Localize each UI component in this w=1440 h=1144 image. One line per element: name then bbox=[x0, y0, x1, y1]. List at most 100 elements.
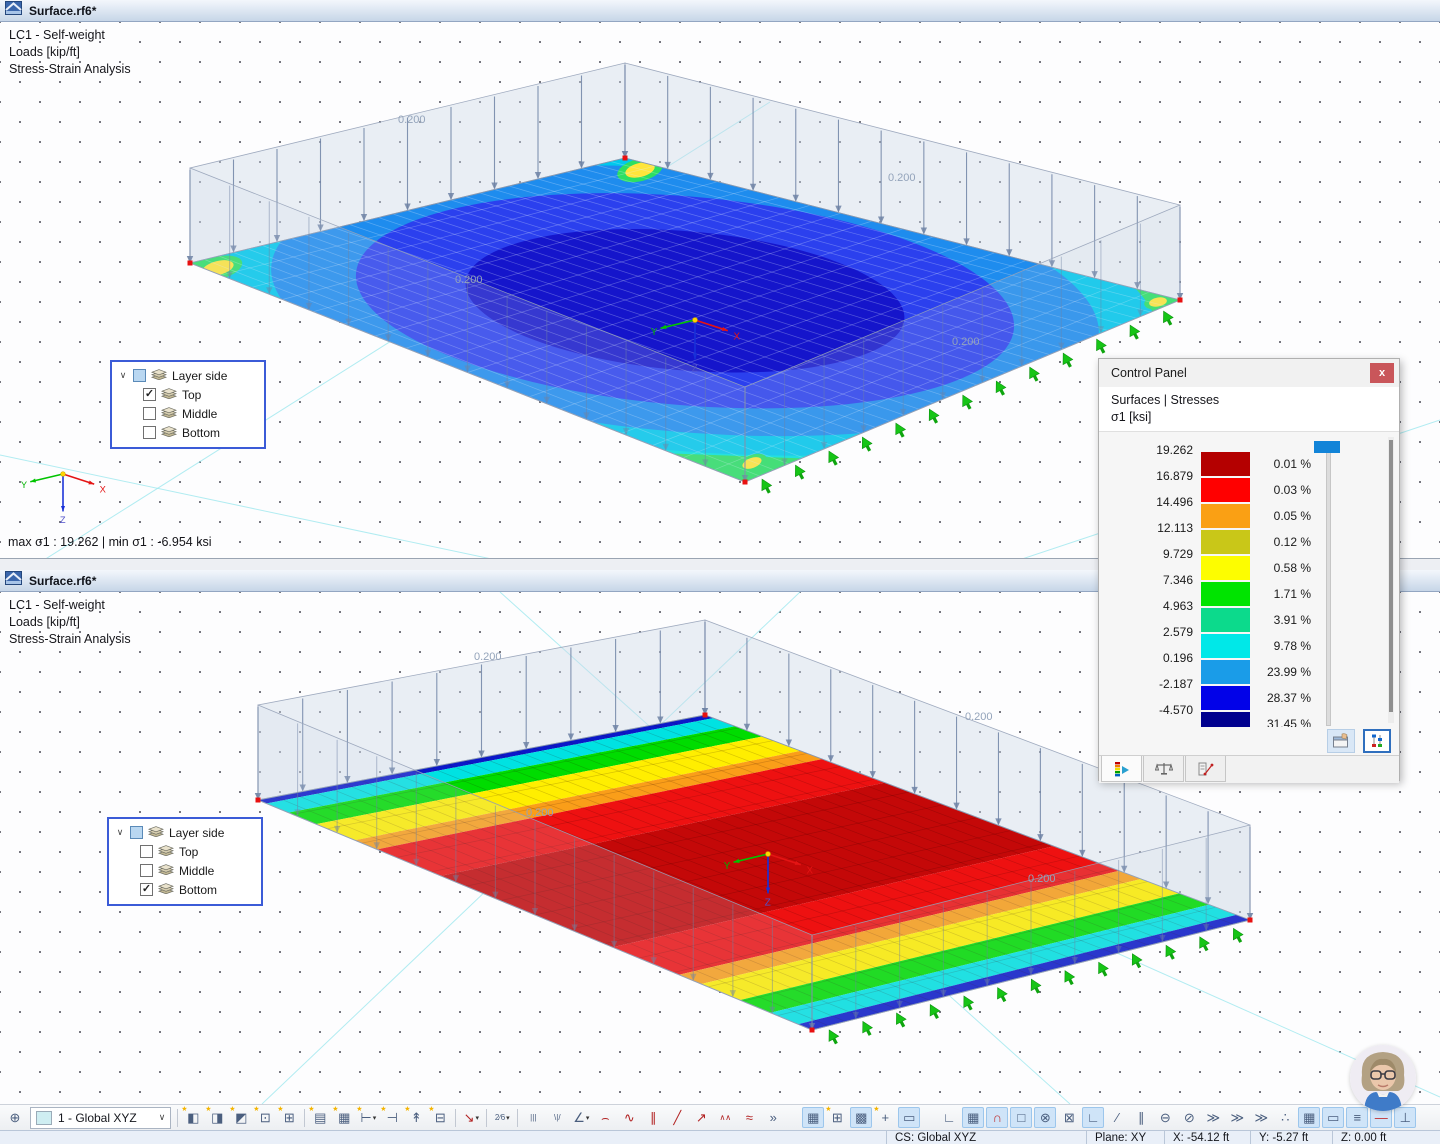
statusbar-resize-grip[interactable] bbox=[1424, 1131, 1440, 1144]
legend-color-swatch[interactable] bbox=[1201, 530, 1250, 554]
snap-line-icon[interactable]: ∕ bbox=[1106, 1107, 1128, 1128]
snap-angle-icon[interactable]: ≫ bbox=[1226, 1107, 1248, 1128]
result-line-toggle[interactable]: — bbox=[1370, 1107, 1393, 1128]
parallel-line-tool-icon[interactable]: ∥ bbox=[642, 1107, 664, 1128]
grid-visibility-toggle[interactable]: ▦ bbox=[802, 1107, 825, 1128]
layers-icon bbox=[150, 368, 168, 383]
value-ranges-button[interactable] bbox=[1363, 729, 1391, 753]
coordinate-system-select[interactable]: 1 - Global XYZ ∨ bbox=[30, 1106, 172, 1129]
dimension-tool-icon[interactable]: ⊢ ▾ bbox=[356, 1105, 379, 1128]
guide-object-remove-icon[interactable]: ▦ bbox=[332, 1105, 355, 1128]
legend-color-swatch[interactable] bbox=[1201, 608, 1250, 632]
measure-tool-icon[interactable]: ↘ ▾ bbox=[460, 1107, 482, 1128]
vertical-lines-tool-icon[interactable]: ||| bbox=[522, 1107, 544, 1128]
legend-color-swatch[interactable] bbox=[1201, 634, 1250, 658]
tab-results-on-objects[interactable] bbox=[1185, 756, 1226, 782]
panel-settings-button[interactable] bbox=[1327, 729, 1355, 753]
layer-group-checkbox[interactable] bbox=[130, 826, 143, 839]
tab-color-scale[interactable] bbox=[1101, 756, 1142, 782]
ortho-snap-toggle[interactable]: ∟ bbox=[1082, 1107, 1105, 1128]
layer-checkbox-bottom[interactable] bbox=[143, 426, 156, 439]
viewport-bottom-canvas[interactable]: 0.200 0.200 0.200 0.200 Y X Z bbox=[0, 592, 1440, 1104]
snap-intersection-icon[interactable]: ⊠ bbox=[1058, 1107, 1080, 1128]
legend-scrollbar[interactable] bbox=[1388, 437, 1394, 723]
layer-group-checkbox[interactable] bbox=[133, 369, 146, 382]
status-bar: CS: Global XYZ Plane: XY X: -54.12 ft Y:… bbox=[0, 1130, 1440, 1144]
toolbar-overflow-button[interactable]: » bbox=[762, 1107, 784, 1128]
workplane-xz-icon[interactable]: ◨ bbox=[205, 1105, 228, 1128]
clipping-box-icon[interactable]: ⊟ bbox=[428, 1105, 451, 1128]
viewport-top-canvas[interactable]: 0.200 0.200 0.200 0.200 Y X Z Y X Z bbox=[0, 22, 1440, 558]
display-grid-toggle[interactable]: ▦ bbox=[1298, 1107, 1321, 1128]
workplane-yz-icon[interactable]: ◩ bbox=[229, 1105, 252, 1128]
legend-color-swatch[interactable] bbox=[1201, 712, 1250, 728]
layer-checkbox-middle[interactable] bbox=[143, 407, 156, 420]
move-workplane-icon[interactable]: ⊡ bbox=[253, 1105, 276, 1128]
numbering-icon[interactable]: 2⁄6 ▾ bbox=[491, 1107, 513, 1128]
close-icon[interactable]: x bbox=[1370, 363, 1394, 383]
viewport-splitter[interactable] bbox=[0, 558, 1440, 570]
snap-intersect2-icon[interactable]: ≫ bbox=[1250, 1107, 1272, 1128]
spline-tool-icon[interactable]: ∿ bbox=[618, 1107, 640, 1128]
legend-color-swatch[interactable] bbox=[1201, 582, 1250, 606]
selection-mode-toggle[interactable]: ▭ bbox=[1322, 1107, 1345, 1128]
polyline-tool-icon[interactable]: ∧∧ bbox=[714, 1107, 736, 1128]
extend-line-tool-icon[interactable]: ↗ bbox=[690, 1107, 712, 1128]
workplane-xy-icon[interactable]: ◧ bbox=[181, 1105, 204, 1128]
line-tool-icon[interactable]: ╱ bbox=[666, 1107, 688, 1128]
viewport-top-titlebar[interactable]: Surface.rf6* bbox=[0, 0, 1440, 22]
legend-value: 16.879 bbox=[1156, 469, 1193, 483]
grid-points-toggle[interactable]: ▩ bbox=[850, 1107, 873, 1128]
snap-perpendicular-icon[interactable]: ⊘ bbox=[1178, 1107, 1200, 1128]
supports-display-toggle[interactable]: ⊥ bbox=[1394, 1107, 1417, 1128]
rotate-workplane-icon[interactable]: ⊞ bbox=[277, 1105, 300, 1128]
guide-object-table-icon[interactable]: ▤ bbox=[308, 1105, 331, 1128]
annotation-tool-icon[interactable]: ↟ bbox=[404, 1105, 427, 1128]
legend-color-swatch[interactable] bbox=[1201, 452, 1250, 476]
load-value-label: 0.200 bbox=[1028, 873, 1056, 885]
snap-parallel-icon-glyph: ∥ bbox=[1138, 1109, 1145, 1125]
create-guideline-icon[interactable]: + bbox=[873, 1105, 896, 1128]
angle-line-tool-icon[interactable]: ∠ ▾ bbox=[570, 1107, 592, 1128]
tab-result-factors[interactable] bbox=[1143, 756, 1184, 782]
snap-tangent-icon[interactable]: ⊖ bbox=[1154, 1107, 1176, 1128]
collapse-chevron-icon[interactable]: ∨ bbox=[116, 827, 124, 837]
fan-lines-tool-icon[interactable]: \|/ bbox=[546, 1107, 568, 1128]
corner-axes-icon[interactable]: ∟ bbox=[938, 1107, 960, 1128]
create-grid-icon[interactable]: ⊞ bbox=[825, 1105, 848, 1128]
control-panel-header[interactable]: Control Panel x bbox=[1099, 359, 1399, 388]
layer-checkbox-top[interactable] bbox=[140, 845, 153, 858]
legend-color-swatch[interactable] bbox=[1201, 686, 1250, 710]
snap-endpoint-toggle[interactable]: □ bbox=[1010, 1107, 1033, 1128]
snap-parallel-icon[interactable]: ∥ bbox=[1130, 1107, 1152, 1128]
layer-checkbox-bottom[interactable]: ✓ bbox=[140, 883, 153, 896]
legend-color-swatch[interactable] bbox=[1201, 556, 1250, 580]
legend-color-swatch[interactable] bbox=[1201, 478, 1250, 502]
snap-magnet-toggle[interactable]: ∩ bbox=[986, 1107, 1009, 1128]
display-grid-toggle-glyph: ▦ bbox=[1303, 1109, 1316, 1125]
legend-slider-track[interactable] bbox=[1326, 448, 1331, 726]
legend-value: 7.346 bbox=[1162, 573, 1193, 587]
legend-color-swatch[interactable] bbox=[1201, 660, 1250, 684]
viewport-bottom-titlebar[interactable]: Surface.rf6* bbox=[0, 570, 1440, 592]
collapse-chevron-icon[interactable]: ∨ bbox=[119, 370, 127, 380]
snap-center-toggle[interactable]: ⊗ bbox=[1034, 1107, 1057, 1128]
snap-grid-toggle[interactable]: ▦ bbox=[962, 1107, 985, 1128]
snap-extension-icon[interactable]: ≫ bbox=[1202, 1107, 1224, 1128]
workplane-icon[interactable]: ⊕ bbox=[4, 1107, 26, 1128]
legend-slider-handle[interactable] bbox=[1314, 441, 1340, 453]
arc-tool-icon[interactable]: ⌢ bbox=[594, 1107, 616, 1128]
work-frame-toggle-glyph: ▭ bbox=[903, 1109, 916, 1125]
layer-checkbox-middle[interactable] bbox=[140, 864, 153, 877]
layers-display-toggle[interactable]: ≡ bbox=[1346, 1107, 1369, 1128]
snap-intersection-icon-glyph: ⊠ bbox=[1063, 1109, 1075, 1125]
layer-checkbox-top[interactable]: ✓ bbox=[143, 388, 156, 401]
zigzag-tool-icon[interactable]: ≈ bbox=[738, 1107, 760, 1128]
legend-scrollbar-thumb[interactable] bbox=[1389, 440, 1393, 712]
snap-points-icon[interactable]: ∴ bbox=[1274, 1107, 1296, 1128]
legend-color-swatch[interactable] bbox=[1201, 504, 1250, 528]
assistant-avatar[interactable] bbox=[1350, 1045, 1416, 1111]
dimension-offset-icon[interactable]: ⊣ bbox=[380, 1105, 403, 1128]
work-frame-toggle[interactable]: ▭ bbox=[898, 1107, 921, 1128]
scene-bottom-3d-view: 0.200 0.200 0.200 0.200 Y X Z bbox=[254, 592, 1440, 1104]
